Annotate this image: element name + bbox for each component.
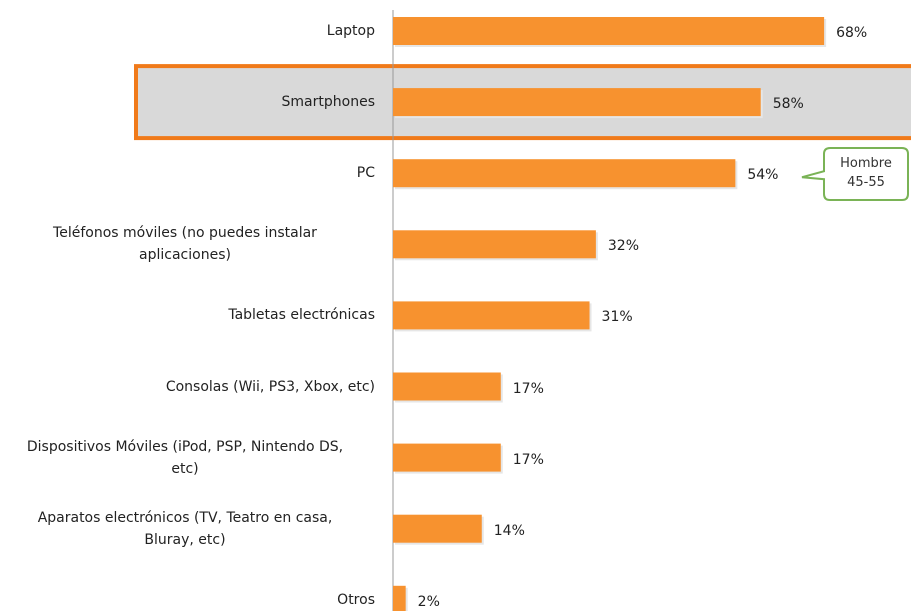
bar	[393, 88, 761, 117]
bar	[393, 372, 501, 401]
bar	[393, 230, 596, 259]
bar	[393, 301, 590, 330]
category-label: Tabletas electrónicas	[228, 307, 375, 324]
value-label: 2%	[417, 593, 440, 610]
value-label: 58%	[772, 96, 804, 113]
bar	[393, 585, 406, 611]
category-label: Teléfonos móviles (no puedes instalar ap…	[53, 225, 317, 264]
annotation: Hombre 45-55	[840, 156, 892, 190]
value-label: 32%	[607, 238, 639, 255]
category-label: Dispositivos Móviles (iPod, PSP, Nintend…	[26, 438, 344, 477]
value-label: 54%	[747, 167, 779, 184]
value-label: 68%	[836, 25, 868, 41]
value-label: 14%	[493, 522, 525, 539]
value-label: 17%	[512, 380, 544, 397]
category-label: Smartphones	[281, 94, 375, 111]
bar	[393, 443, 501, 472]
category-label: PC	[356, 165, 375, 182]
category-label: Consolas (Wii, PS3, Xbox, etc)	[165, 378, 375, 395]
bar	[393, 514, 482, 543]
category-label: Laptop	[326, 23, 375, 39]
category-label: Otros	[337, 591, 375, 608]
value-label: 17%	[512, 451, 544, 468]
category-label: Aparatos electrónicos (TV, Teatro en cas…	[37, 509, 333, 548]
value-label: 31%	[601, 309, 633, 326]
bar	[393, 159, 736, 188]
bar	[393, 17, 825, 45]
callout	[801, 147, 909, 201]
